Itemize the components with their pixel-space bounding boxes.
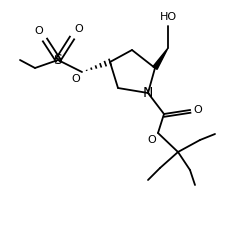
Text: O: O — [74, 24, 83, 34]
Text: O: O — [193, 105, 202, 115]
Text: O: O — [147, 135, 156, 145]
Polygon shape — [153, 48, 168, 69]
Text: O: O — [34, 26, 43, 36]
Text: N: N — [143, 86, 153, 100]
Text: O: O — [71, 74, 80, 84]
Text: S: S — [54, 53, 62, 67]
Text: HO: HO — [159, 12, 177, 22]
